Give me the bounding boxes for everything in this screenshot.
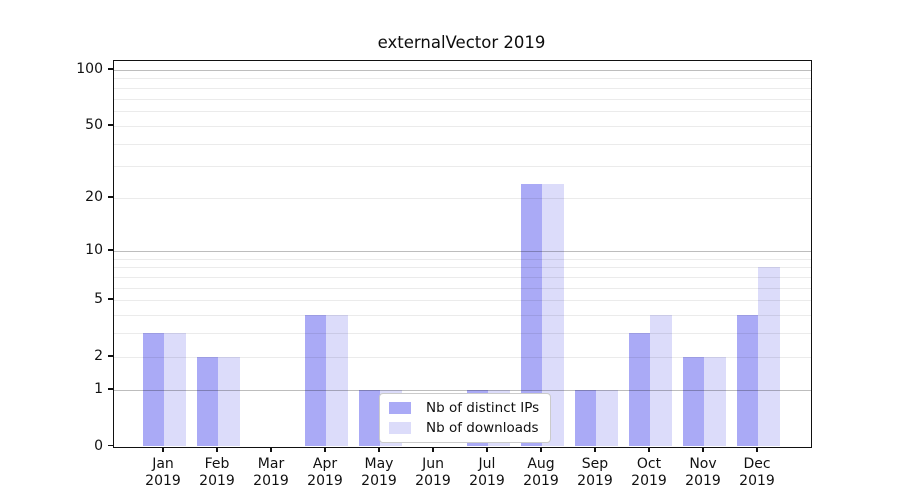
y-tick-mark-2 [108,355,113,357]
x-tick-mark-apr [324,447,326,453]
legend: Nb of distinct IPs Nb of downloads [379,392,552,443]
legend-label-downloads: Nb of downloads [426,419,539,436]
bar-downloads-dec [758,267,780,447]
y-tick-label-20: 20 [85,189,103,206]
gridline-1 [114,389,811,391]
bar-downloads-feb [218,356,240,447]
y-tick-mark-0 [108,444,113,447]
gridline-50 [114,125,811,127]
gridline-20 [114,198,811,200]
legend-item-downloads: Nb of downloads [389,420,539,436]
x-tick-label-dec: Dec 2019 [739,455,775,489]
x-tick-mark-oct [648,447,650,453]
x-tick-mark-jun [432,447,434,453]
x-tick-label-mar: Mar 2019 [253,455,289,489]
bar-distinct-ips-sep [574,389,596,447]
bar-distinct-ips-may [358,389,380,447]
gridline-30 [114,166,811,168]
bar-distinct-ips-feb [196,356,218,447]
x-tick-mark-may [378,447,380,453]
x-tick-mark-jan [162,447,164,453]
y-tick-label-1: 1 [94,380,103,397]
gridline-80 [114,87,811,89]
bar-downloads-apr [326,315,348,447]
x-tick-label-apr: Apr 2019 [307,455,343,489]
y-tick-mark-50 [108,123,113,126]
gridline-5 [114,300,811,302]
bar-distinct-ips-apr [304,315,326,447]
x-tick-mark-mar [270,447,272,453]
x-tick-label-may: May 2019 [361,455,397,489]
bar-distinct-ips-oct [628,333,650,447]
x-tick-mark-aug [540,447,542,453]
x-tick-label-sep: Sep 2019 [577,455,613,489]
y-tick-mark-20 [108,196,113,198]
bar-distinct-ips-aug [520,183,542,447]
gridline-3 [114,333,811,335]
bar-downloads-nov [704,356,726,447]
x-tick-mark-dec [756,447,758,453]
gridline-60 [114,111,811,113]
y-tick-label-5: 5 [94,291,103,308]
y-tick-mark-5 [108,298,113,301]
y-tick-label-100: 100 [76,60,103,77]
gridline-90 [114,78,811,80]
x-tick-mark-nov [702,447,704,453]
bar-downloads-sep [596,389,618,447]
gridline-100 [114,69,811,71]
gridline-4 [114,315,811,317]
gridline-9 [114,258,811,260]
x-tick-label-jul: Jul 2019 [469,455,505,489]
legend-label-distinct-ips: Nb of distinct IPs [426,399,540,416]
x-tick-label-jun: Jun 2019 [415,455,451,489]
gridline-2 [114,356,811,358]
x-tick-mark-feb [216,447,218,453]
x-tick-mark-sep [594,447,596,453]
x-tick-label-feb: Feb 2019 [199,455,235,489]
bar-distinct-ips-dec [736,315,758,447]
y-tick-mark-100 [108,68,113,70]
y-tick-label-50: 50 [85,116,103,133]
bar-downloads-oct [650,315,672,447]
bar-downloads-aug [542,183,564,447]
gridline-8 [114,267,811,269]
plot-area: Nb of distinct IPs Nb of downloads [113,59,812,448]
x-tick-label-jan: Jan 2019 [145,455,181,489]
gridline-70 [114,98,811,100]
gridline-7 [114,276,811,278]
downloads-swatch [389,421,411,434]
bar-distinct-ips-jan [142,333,164,447]
distinct-ips-swatch [389,401,411,414]
bar-downloads-jan [164,333,186,447]
gridline-6 [114,287,811,289]
x-tick-mark-jul [486,447,488,453]
chart-title: externalVector 2019 [377,33,546,52]
y-tick-mark-1 [108,388,113,390]
bar-distinct-ips-nov [682,356,704,447]
x-tick-label-aug: Aug 2019 [523,455,559,489]
legend-item-distinct-ips: Nb of distinct IPs [389,400,539,416]
y-tick-mark-10 [108,248,113,251]
x-tick-label-oct: Oct 2019 [631,455,667,489]
y-tick-label-2: 2 [94,347,103,364]
gridline-10 [114,250,811,252]
y-tick-label-10: 10 [85,241,103,258]
gridline-40 [114,143,811,145]
x-tick-label-nov: Nov 2019 [685,455,721,489]
y-tick-label-0: 0 [94,437,103,454]
